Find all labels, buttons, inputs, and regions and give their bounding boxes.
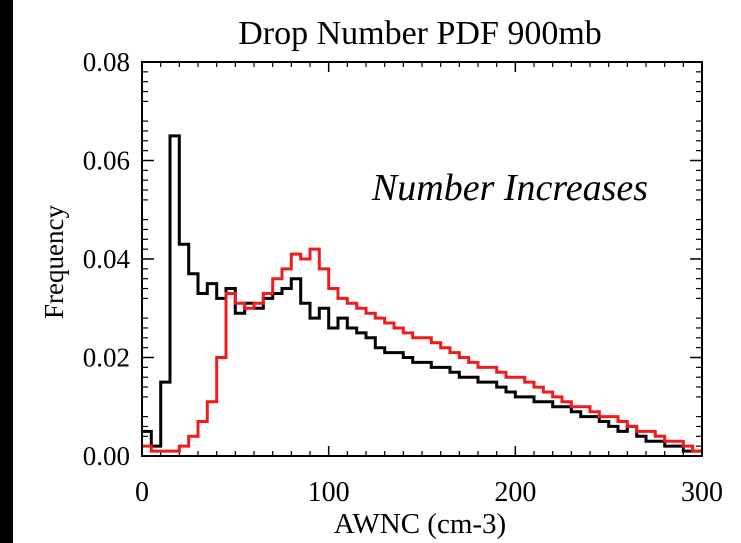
- x-tick-label: 300: [681, 477, 723, 508]
- y-tick-label: 0.08: [83, 47, 130, 77]
- y-tick-label: 0.02: [83, 343, 130, 373]
- y-tick-label: 0.00: [83, 441, 130, 471]
- y-tick-label: 0.06: [83, 146, 130, 176]
- series-red-histogram: [142, 247, 702, 453]
- x-axis-label: AWNC (cm-3): [334, 508, 506, 540]
- x-tick-label: 200: [494, 477, 536, 508]
- x-tick-label: 0: [135, 477, 149, 508]
- y-axis-label: Frequency: [39, 205, 69, 319]
- series-black-histogram: [142, 134, 702, 453]
- plot-frame: [141, 61, 703, 457]
- chart-title: Drop Number PDF 900mb: [238, 15, 602, 52]
- annotation-number-increases: Number Increases: [371, 167, 648, 209]
- y-tick-label: 0.04: [83, 244, 131, 274]
- left-edge-bar: [0, 0, 13, 543]
- x-tick-label: 100: [308, 477, 350, 508]
